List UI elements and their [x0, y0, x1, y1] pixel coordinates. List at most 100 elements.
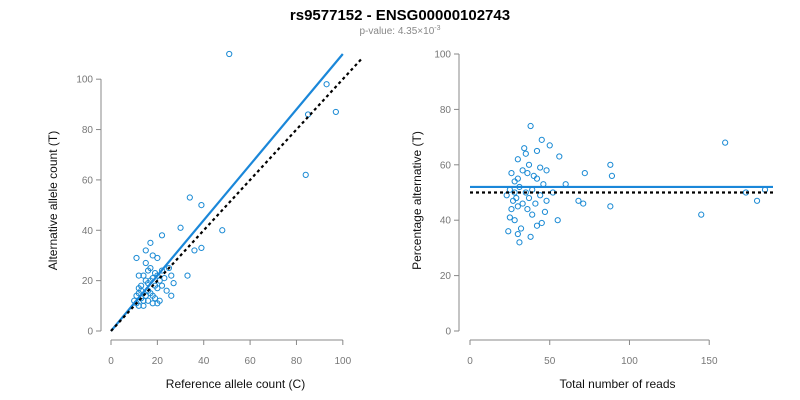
x-tick-label: 100 — [334, 356, 351, 367]
data-point — [302, 171, 309, 178]
data-point — [511, 217, 518, 224]
data-point — [158, 267, 166, 274]
y-tick-label: 40 — [440, 216, 452, 227]
data-point — [154, 254, 161, 262]
data-point — [519, 167, 526, 174]
data-point — [151, 295, 159, 302]
y-axis-label: Percentage alternative (T) — [410, 131, 424, 270]
panel-allele-counts: 0 20 40 60 80 100 0 20 40 60 80 100 Reference allele… — [46, 50, 363, 391]
data-point — [556, 153, 563, 160]
subtitle-exponent: -3 — [434, 25, 440, 32]
x-tick-label: 50 — [544, 356, 556, 367]
data-point — [154, 285, 161, 292]
data-point — [580, 200, 587, 207]
data-point — [147, 264, 154, 272]
x-tick-label: 40 — [198, 356, 210, 367]
data-point — [527, 122, 534, 130]
data-point — [537, 192, 544, 199]
data-point — [135, 272, 142, 279]
data-point — [191, 247, 198, 254]
y-tick-label: 20 — [440, 271, 452, 282]
data-point — [508, 206, 515, 213]
y-tick-label: 80 — [82, 125, 94, 136]
data-point — [524, 206, 531, 213]
x-tick-label: 0 — [467, 356, 473, 367]
regression-line — [110, 53, 344, 332]
data-point — [505, 228, 512, 235]
data-point — [541, 208, 549, 215]
data-point — [514, 230, 521, 238]
data-point — [144, 297, 152, 304]
panel-percentage: 0 20 40 60 80 100 0 50 100 150 Total number of rea… — [410, 50, 773, 391]
data-point — [519, 200, 526, 207]
data-point — [142, 247, 149, 254]
data-point — [533, 147, 541, 155]
y-tick-label: 20 — [82, 276, 94, 287]
data-point — [508, 170, 515, 177]
data-point — [147, 239, 154, 246]
data-point — [525, 161, 533, 168]
data-point — [522, 150, 529, 157]
y-tick-label: 40 — [82, 226, 94, 237]
data-point — [554, 217, 561, 224]
data-point — [184, 272, 191, 279]
data-point — [546, 142, 553, 149]
data-point — [168, 292, 175, 299]
y-tick-label: 100 — [76, 75, 93, 86]
y-tick-label: 60 — [440, 160, 452, 171]
y-tick-label: 100 — [434, 50, 451, 61]
data-point — [511, 178, 518, 185]
x-tick-label: 60 — [245, 356, 257, 367]
data-point — [135, 302, 142, 309]
data-point — [163, 287, 170, 294]
x-axis-label: Total number of reads — [559, 377, 675, 391]
data-point — [753, 197, 761, 204]
data-point — [158, 282, 166, 289]
data-point — [140, 272, 147, 279]
data-point — [575, 197, 582, 204]
data-point — [722, 139, 729, 146]
data-point — [522, 189, 529, 196]
data-point — [154, 272, 161, 279]
data-point — [177, 224, 184, 231]
data-point — [521, 145, 528, 152]
reference-line — [110, 58, 363, 332]
data-point — [607, 161, 614, 168]
x-tick-label: 150 — [701, 356, 718, 367]
data-point — [514, 203, 521, 210]
data-point — [506, 214, 513, 221]
data-point — [226, 50, 233, 58]
subtitle-text: p-value: 4.35×10 — [359, 26, 434, 37]
data-point — [133, 254, 140, 262]
chart-title: rs9577152 - ENSG00000102743 — [290, 7, 510, 24]
data-point — [323, 81, 330, 88]
data-point — [165, 264, 173, 272]
data-point — [517, 225, 525, 232]
data-point — [698, 211, 705, 218]
y-tick-label: 80 — [440, 105, 452, 116]
data-point — [186, 194, 193, 201]
data-point — [170, 280, 177, 287]
x-axis-label: Reference allele count (C) — [166, 377, 305, 391]
data-point — [538, 219, 545, 227]
x-tick-label: 100 — [621, 356, 638, 367]
data-point — [527, 233, 534, 240]
data-point — [156, 297, 163, 304]
data-point — [543, 197, 550, 204]
data-point — [142, 292, 149, 299]
data-point — [142, 259, 149, 267]
y-tick-label: 60 — [82, 175, 94, 186]
data-point — [332, 108, 339, 116]
data-point — [543, 167, 550, 174]
data-point — [607, 203, 614, 210]
data-point — [516, 239, 523, 246]
data-point — [158, 232, 166, 239]
data-point — [198, 201, 205, 209]
data-point — [161, 275, 168, 282]
data-point — [581, 170, 588, 177]
data-point — [149, 300, 156, 307]
data-point — [198, 244, 205, 251]
data-point — [533, 175, 541, 182]
data-point — [525, 194, 533, 202]
